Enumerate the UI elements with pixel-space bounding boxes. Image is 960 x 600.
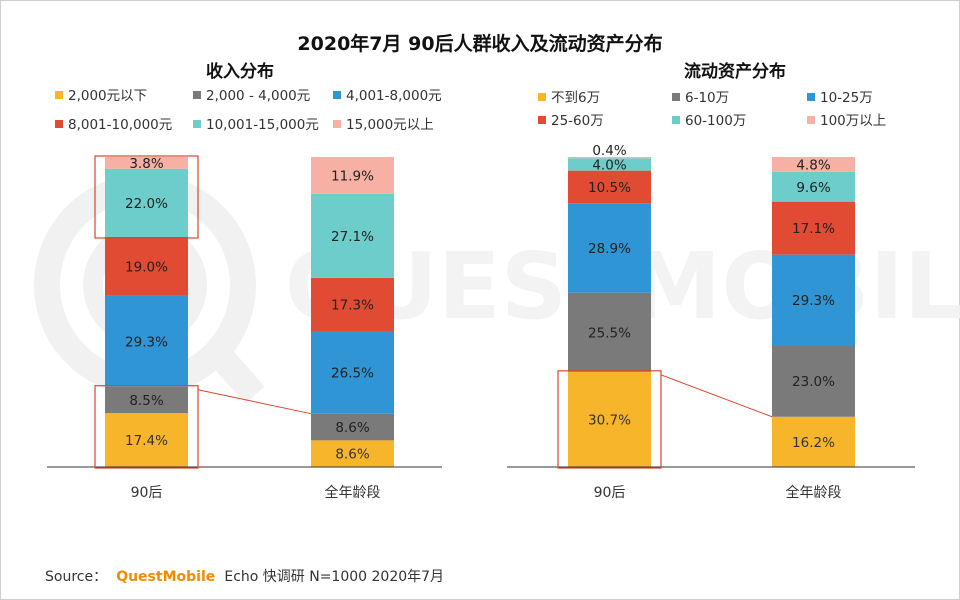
assets-data-label-1-4: 9.6%	[796, 180, 830, 196]
assets-legend-swatch-0	[538, 93, 546, 101]
assets-connector-line	[660, 374, 773, 418]
assets-legend-swatch-5	[807, 116, 815, 124]
income-data-label-0-3: 19.0%	[125, 259, 168, 275]
income-legend-label-2: 4,001-8,000元	[346, 88, 442, 104]
assets-data-label-0-1: 25.5%	[588, 325, 631, 341]
assets-legend-swatch-1	[672, 93, 680, 101]
income-bar-1-segment-0	[311, 440, 394, 467]
income-data-label-1-2: 26.5%	[331, 366, 374, 382]
income-legend-swatch-3	[55, 120, 63, 128]
page-title: 2020年7月 90后人群收入及流动资产分布	[297, 32, 662, 55]
assets-legend-swatch-4	[672, 116, 680, 124]
income-data-label-0-4: 22.0%	[125, 196, 168, 212]
assets-bar-0-segment-5	[568, 157, 651, 159]
assets-data-label-0-2: 28.9%	[588, 241, 631, 257]
assets-bar-1-segment-4	[772, 171, 855, 202]
income-legend-label-0: 2,000元以下	[68, 88, 147, 104]
assets-data-label-1-5: 4.8%	[796, 157, 830, 173]
income-data-label-0-5: 3.8%	[129, 156, 163, 172]
income-legend-swatch-4	[193, 120, 201, 128]
income-bar-0-segment-2	[105, 295, 188, 387]
income-bar-1-segment-2	[311, 331, 394, 414]
source-brand: QuestMobile	[116, 569, 215, 585]
income-legend-swatch-5	[333, 120, 341, 128]
income-connector-line	[197, 389, 312, 415]
assets-bar-1-segment-1	[772, 345, 855, 417]
assets-chart-title: 流动资产分布	[684, 61, 786, 82]
income-category-label-1: 全年龄段	[325, 484, 381, 501]
income-data-label-1-3: 17.3%	[331, 298, 374, 314]
income-legend-swatch-0	[55, 91, 63, 99]
income-bar-0-segment-5	[105, 157, 188, 169]
assets-bar-0-segment-3	[568, 170, 651, 204]
source-prefix: Source：	[45, 569, 107, 585]
income-legend-label-5: 15,000元以上	[346, 117, 434, 133]
income-legend-swatch-1	[193, 91, 201, 99]
income-bar-1-segment-1	[311, 413, 394, 441]
assets-bar-0-segment-4	[568, 158, 651, 171]
assets-bar-1-segment-2	[772, 254, 855, 346]
assets-bar-0-segment-1	[568, 292, 651, 372]
assets-data-label-1-2: 29.3%	[792, 293, 835, 309]
income-category-label-0: 90后	[131, 485, 163, 501]
assets-legend-swatch-2	[807, 93, 815, 101]
assets-data-label-0-4: 4.0%	[592, 157, 626, 173]
source-line: Source： QuestMobile Echo 快调研 N=1000 2020…	[45, 566, 444, 585]
assets-legend-label-1: 6-10万	[685, 90, 729, 106]
assets-data-label-0-0: 30.7%	[588, 412, 631, 428]
income-bar-1-segment-3	[311, 277, 394, 332]
income-data-label-0-1: 8.5%	[129, 393, 163, 409]
income-data-label-1-0: 8.6%	[335, 447, 369, 463]
income-data-label-1-4: 27.1%	[331, 229, 374, 245]
income-bar-0-segment-1	[105, 386, 188, 414]
assets-highlight-box-0	[557, 370, 662, 469]
income-highlight-box-1	[94, 385, 199, 469]
assets-legend-label-3: 25-60万	[551, 113, 604, 129]
income-legend-label-1: 2,000 - 4,000元	[206, 88, 310, 104]
assets-bar-1-segment-5	[772, 157, 855, 172]
income-legend-label-3: 8,001-10,000元	[68, 117, 172, 133]
assets-bar-1-segment-3	[772, 201, 855, 255]
income-chart-title: 收入分布	[206, 61, 274, 82]
assets-data-label-1-3: 17.1%	[792, 221, 835, 237]
income-data-label-1-5: 11.9%	[331, 168, 374, 184]
assets-legend-label-0: 不到6万	[551, 90, 600, 106]
income-legend-swatch-2	[333, 91, 341, 99]
assets-legend-label-2: 10-25万	[820, 90, 873, 106]
source-detail: Echo 快调研 N=1000 2020年7月	[224, 569, 444, 585]
assets-legend-label-4: 60-100万	[685, 113, 746, 129]
assets-bar-1-segment-0	[772, 416, 855, 467]
assets-category-label-0: 90后	[594, 485, 626, 501]
assets-legend-swatch-3	[538, 116, 546, 124]
income-data-label-0-0: 17.4%	[125, 433, 168, 449]
income-bar-1-segment-4	[311, 193, 394, 278]
income-legend-label-4: 10,001-15,000元	[206, 117, 319, 133]
income-chart: 2,000元以下 2,000 - 4,000元 4,001-8,000元 8,001-…	[47, 88, 442, 501]
income-bar-0-segment-4	[105, 168, 188, 237]
income-data-label-0-2: 29.3%	[125, 334, 168, 350]
income-bar-0-segment-0	[105, 413, 188, 467]
assets-category-label-1: 全年龄段	[786, 484, 842, 501]
income-highlight-box-0	[94, 155, 199, 239]
assets-data-label-0-5: 0.4%	[592, 143, 626, 159]
assets-data-label-1-1: 23.0%	[792, 374, 835, 390]
assets-chart: 不到6万 6-10万 10-25万 25-60万 60-100万 100万以上 30.7% 2…	[507, 90, 915, 501]
assets-legend-label-5: 100万以上	[820, 113, 886, 129]
income-bar-0-segment-3	[105, 236, 188, 296]
assets-data-label-0-3: 10.5%	[588, 180, 631, 196]
assets-data-label-1-0: 16.2%	[792, 435, 835, 451]
income-data-label-1-1: 8.6%	[335, 420, 369, 436]
assets-bar-0-segment-2	[568, 203, 651, 293]
income-bar-1-segment-5	[311, 157, 394, 194]
assets-bar-0-segment-0	[568, 371, 651, 467]
svg-text:Source： QuestMobile: Source： QuestMobile Echo 快调研 N=1000 2020…	[45, 566, 444, 585]
